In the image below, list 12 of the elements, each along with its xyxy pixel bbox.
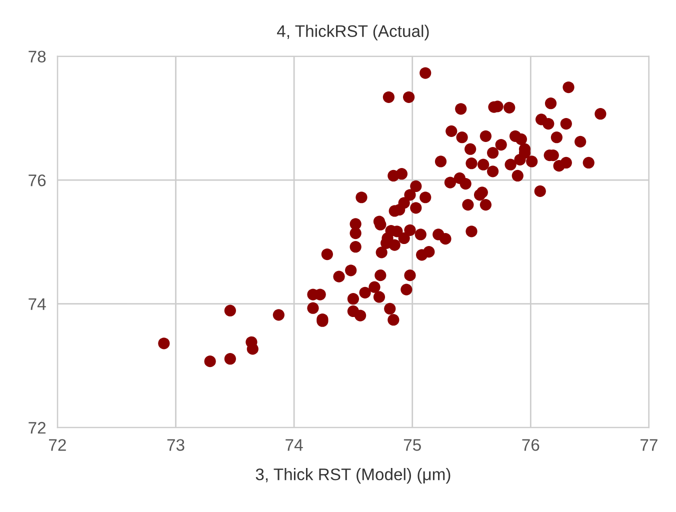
y-tick-label: 76	[28, 174, 46, 186]
x-axis-title: 3, Thick RST (Model) (μm)	[256, 468, 450, 484]
x-tick-label: 72	[49, 439, 66, 451]
y-tick-label: 72	[28, 422, 46, 434]
y-tick-label: 74	[28, 298, 46, 310]
x-tick-label: 73	[167, 439, 184, 451]
x-tick-label: 77	[640, 439, 658, 451]
x-tick-label: 75	[404, 439, 421, 451]
chart-title: 4, ThickRST (Actual)	[277, 24, 429, 40]
y-tick-label: 78	[28, 50, 46, 63]
x-tick-label: 76	[522, 439, 540, 451]
x-tick-label: 74	[286, 439, 303, 451]
